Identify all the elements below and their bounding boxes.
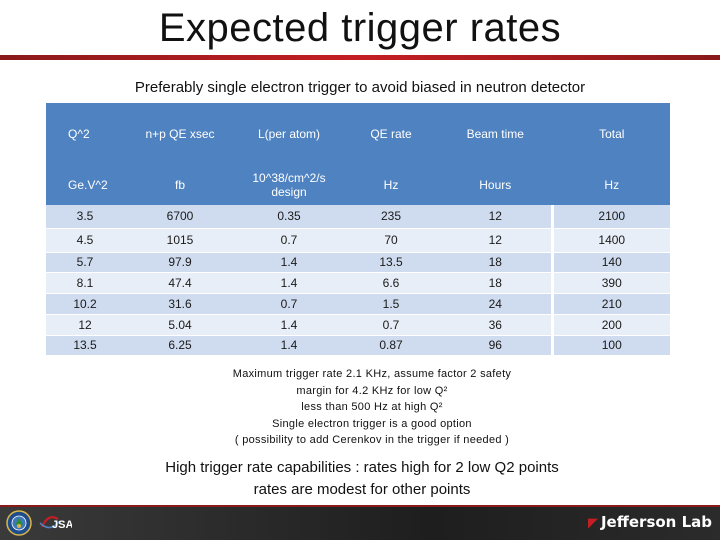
- cell-luminosity: 1.4: [236, 252, 342, 273]
- cell-total: 210: [550, 293, 670, 315]
- table-row: 10.2 31.6 0.7 1.5 24 210: [46, 293, 670, 315]
- jsa-logo-text: JSA: [52, 519, 72, 531]
- cell-beam-time: 96: [440, 335, 552, 356]
- cell-qe-rate: 6.6: [342, 272, 440, 294]
- note-line: Maximum trigger rate 2.1 KHz, assume fac…: [232, 368, 512, 380]
- header-qe-rate: QE rate: [342, 103, 440, 164]
- cell-qe-rate: 0.7: [342, 314, 440, 336]
- table-row: 12 5.04 1.4 0.7 36 200: [46, 314, 670, 336]
- unit-q2: Ge.V^2: [46, 164, 124, 205]
- cell-qe-rate: 13.5: [342, 252, 440, 273]
- cell-q2: 3.5: [46, 205, 124, 229]
- cell-xsec: 31.6: [124, 293, 236, 315]
- cell-beam-time: 12: [440, 205, 552, 229]
- unit-luminosity: 10^38/cm^2/s design: [236, 164, 342, 205]
- cell-q2: 12: [46, 314, 124, 336]
- cell-luminosity: 1.4: [236, 335, 342, 356]
- cell-beam-time: 18: [440, 272, 552, 294]
- table-row: 4.5 1015 0.7 70 12 1400: [46, 228, 670, 253]
- title-divider: [0, 55, 720, 60]
- footer-bar: [0, 505, 720, 540]
- header-xsec: n+p QE xsec: [124, 103, 236, 164]
- cell-luminosity: 0.7: [236, 293, 342, 315]
- jlab-brand-text: Jefferson Lab: [600, 513, 712, 531]
- table-row: 5.7 97.9 1.4 13.5 18 140: [46, 252, 670, 273]
- cell-xsec: 47.4: [124, 272, 236, 294]
- cell-beam-time: 36: [440, 314, 552, 336]
- jlab-mark-icon: ◤: [587, 516, 598, 531]
- cell-xsec: 1015: [124, 228, 236, 253]
- cell-qe-rate: 0.87: [342, 335, 440, 356]
- cell-q2: 10.2: [46, 293, 124, 315]
- header-total: Total: [550, 103, 670, 164]
- slide-title: Expected trigger rates: [158, 6, 562, 50]
- cell-total: 1400: [550, 228, 670, 253]
- cell-total: 140: [550, 252, 670, 273]
- cell-xsec: 5.04: [124, 314, 236, 336]
- note-line: ( possibility to add Cerenkov in the tri…: [234, 434, 510, 446]
- slide-subtitle: Preferably single electron trigger to av…: [134, 79, 586, 96]
- cell-xsec: 6700: [124, 205, 236, 229]
- trigger-rates-table: Q^2 n+p QE xsec L(per atom) QE rate Beam…: [46, 103, 670, 356]
- cell-beam-time: 18: [440, 252, 552, 273]
- note-line: less than 500 Hz at high Q²: [301, 401, 443, 413]
- cell-beam-time: 24: [440, 293, 552, 315]
- header-q2: Q^2: [46, 103, 124, 164]
- cell-qe-rate: 70: [342, 228, 440, 253]
- cell-qe-rate: 1.5: [342, 293, 440, 315]
- cell-xsec: 6.25: [124, 335, 236, 356]
- cell-q2: 5.7: [46, 252, 124, 273]
- note-line: Single electron trigger is a good option: [272, 417, 472, 430]
- cell-total: 100: [550, 335, 670, 356]
- cell-total: 390: [550, 272, 670, 294]
- unit-qe-rate: Hz: [342, 164, 440, 205]
- cell-q2: 13.5: [46, 335, 124, 356]
- unit-beam-time: Hours: [440, 164, 552, 205]
- note-line: margin for 4.2 KHz for low Q²: [296, 384, 448, 397]
- cell-q2: 4.5: [46, 228, 124, 253]
- jsa-logo-icon: JSA: [39, 516, 72, 531]
- unit-xsec: fb: [124, 164, 236, 205]
- table-row: 8.1 47.4 1.4 6.6 18 390: [46, 272, 670, 294]
- cell-luminosity: 0.35: [236, 205, 342, 229]
- cell-total: 2100: [550, 205, 670, 229]
- header-luminosity: L(per atom): [236, 103, 342, 164]
- doe-seal-icon: [6, 510, 32, 536]
- cell-q2: 8.1: [46, 272, 124, 294]
- cell-luminosity: 1.4: [236, 272, 342, 294]
- jefferson-lab-logo: ◤ Jefferson Lab: [588, 513, 712, 531]
- unit-total: Hz: [550, 164, 670, 205]
- cell-luminosity: 0.7: [236, 228, 342, 253]
- conclusion-line: High trigger rate capabilities : rates h…: [165, 459, 559, 476]
- table-row: 3.5 6700 0.35 235 12 2100: [46, 205, 670, 229]
- cell-luminosity: 1.4: [236, 314, 342, 336]
- conclusion-text: High trigger rate capabilities : rates h…: [110, 457, 614, 501]
- conclusion-line: rates are modest for other points: [253, 481, 471, 498]
- table-row: 13.5 6.25 1.4 0.87 96 100: [46, 335, 670, 356]
- cell-qe-rate: 235: [342, 205, 440, 229]
- trigger-rate-notes: Maximum trigger rate 2.1 KHz, assume fac…: [180, 366, 564, 449]
- header-beam-time: Beam time: [440, 103, 552, 164]
- cell-beam-time: 12: [440, 228, 552, 253]
- cell-total: 200: [550, 314, 670, 336]
- cell-xsec: 97.9: [124, 252, 236, 273]
- footer-accent-line: [0, 505, 720, 507]
